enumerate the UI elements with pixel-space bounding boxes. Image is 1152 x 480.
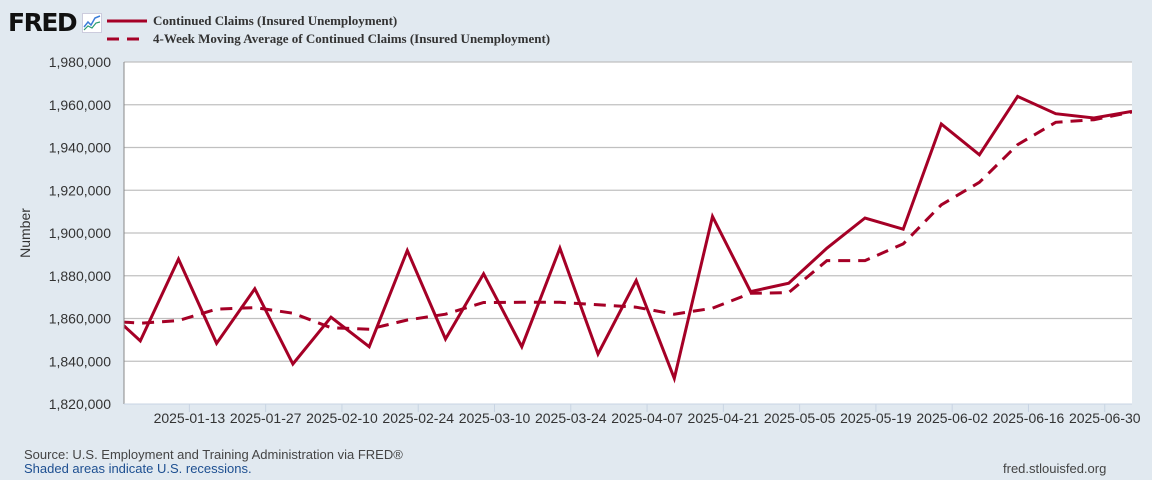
y-tick-label: 1,940,000	[49, 140, 111, 156]
chart-line-icon	[82, 12, 103, 33]
logo-text: FRED	[8, 8, 78, 37]
series-line-moving-average	[124, 110, 1132, 331]
fred-url[interactable]: fred.stlouisfed.org	[1003, 461, 1107, 476]
source-note: Source: U.S. Employment and Training Adm…	[24, 447, 403, 462]
x-tick-label: 2025-03-10	[459, 410, 531, 426]
y-tick-label: 1,820,000	[49, 396, 111, 412]
x-tick-label: 2025-05-19	[840, 410, 912, 426]
fred-logo[interactable]: FRED	[8, 8, 103, 37]
legend-label: 4-Week Moving Average of Continued Claim…	[153, 31, 551, 46]
y-tick-label: 1,860,000	[49, 311, 111, 327]
line-chart: 1,820,000 1,840,000 1,860,000 1,880,000 1,90…	[17, 54, 1141, 426]
x-tick-label: 2025-02-24	[382, 410, 454, 426]
x-tick-label: 2025-06-02	[916, 410, 988, 426]
y-tick-label: 1,920,000	[49, 182, 111, 198]
y-tick-label: 1,880,000	[49, 268, 111, 284]
legend-item-moving-average[interactable]: 4-Week Moving Average of Continued Claim…	[107, 31, 550, 47]
y-axis-ticks: 1,820,000 1,840,000 1,860,000 1,880,000 1,90…	[49, 54, 111, 412]
series-line-continued-claims	[124, 94, 1132, 384]
y-tick-label: 1,960,000	[49, 97, 111, 113]
recession-note[interactable]: Shaded areas indicate U.S. recessions.	[24, 461, 252, 476]
x-tick-label: 2025-03-24	[535, 410, 607, 426]
y-axis-label: Number	[17, 208, 33, 258]
legend-item-continued-claims[interactable]: Continued Claims (Insured Unemployment)	[107, 13, 397, 29]
y-tick-label: 1,900,000	[49, 225, 111, 241]
x-tick-label: 2025-01-13	[154, 410, 226, 426]
legend-solid-line-icon	[107, 19, 147, 23]
y-tick-label: 1,840,000	[49, 353, 111, 369]
x-tick-label: 2025-04-07	[611, 410, 683, 426]
x-tick-label: 2025-06-30	[1069, 410, 1141, 426]
x-axis-ticks: 2025-01-13 2025-01-27 2025-02-10 2025-02-24…	[154, 404, 1141, 426]
x-tick-label: 2025-06-16	[993, 410, 1065, 426]
x-tick-label: 2025-04-21	[688, 410, 760, 426]
y-tick-label: 1,980,000	[49, 54, 111, 70]
gridlines	[124, 61, 1132, 362]
x-tick-label: 2025-05-05	[764, 410, 836, 426]
legend-label: Continued Claims (Insured Unemployment)	[153, 13, 398, 28]
x-tick-label: 2025-02-10	[306, 410, 378, 426]
x-tick-label: 2025-01-27	[230, 410, 302, 426]
legend-dashed-line-icon	[107, 37, 147, 41]
